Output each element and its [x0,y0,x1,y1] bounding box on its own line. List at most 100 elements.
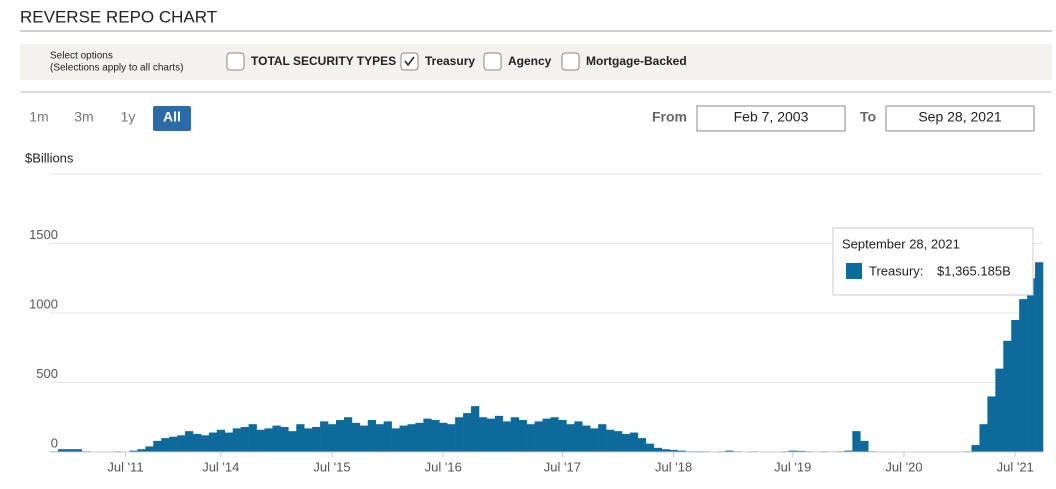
bar [343,417,353,452]
bar [510,417,519,452]
range-button[interactable]: 1y [121,109,136,125]
bar [383,421,392,452]
bar [328,424,337,452]
x-tick-label: Jul '19 [774,459,811,474]
bar [550,417,559,452]
bar [471,406,480,452]
x-tick-label: Jul '15 [313,459,350,474]
to-input[interactable] [885,105,1035,132]
options-bar [20,44,1052,80]
option-label[interactable]: Treasury [425,54,475,68]
tooltip-swatch [846,263,862,279]
range-button[interactable]: 1m [29,109,48,125]
bar [518,420,527,452]
x-tick-label: Jul '16 [425,459,462,474]
bar [192,433,202,452]
bar [391,428,400,452]
bar [852,431,861,452]
bar [606,429,615,452]
page-title: REVERSE REPO CHART [20,7,217,26]
bar [177,435,186,452]
bar [534,421,543,452]
bar [661,449,670,452]
y-tick-label: 1500 [29,227,58,242]
tooltip-series: Treasury: [869,263,923,278]
option-label[interactable]: Agency [508,54,552,68]
bar [844,450,853,452]
tooltip-date: September 28, 2021 [842,236,960,251]
bar [351,422,361,452]
bar [359,425,369,452]
option-label[interactable]: Mortgage-Backed [586,54,687,68]
bar [1035,262,1044,452]
bar [614,431,623,452]
x-tick-label: Jul '14 [202,459,239,474]
x-tick-label: Jul '20 [885,459,922,474]
bar [1027,278,1036,452]
bar [494,415,504,452]
bar [296,424,305,452]
bar [431,420,440,452]
tooltip: September 28, 2021 Treasury: $1,365.185B [832,227,1034,296]
options-note: (Selections apply to all charts) [50,63,183,74]
bar [526,424,535,452]
bar [264,428,273,452]
bar [637,438,647,452]
bar [669,449,678,452]
bar [1019,299,1028,452]
checkbox[interactable] [483,52,502,71]
from-label: From [652,109,687,125]
bar [566,424,575,452]
bar [574,421,583,452]
bar [645,443,655,452]
bar [208,432,218,452]
bar [335,420,345,452]
bar [320,421,329,452]
bar [423,418,432,452]
checkbox[interactable] [561,52,580,71]
range-button-bg[interactable] [153,106,191,131]
y-tick-label: 500 [36,366,58,381]
bar [232,428,241,452]
bar [200,435,210,452]
bar [987,396,996,452]
bar [304,428,313,452]
option-label[interactable]: TOTAL SECURITY TYPES [251,54,396,68]
y-tick-label: 0 [51,435,58,450]
bar [478,417,488,452]
bar [185,431,194,452]
checkbox[interactable] [400,52,419,71]
bar [57,449,67,452]
to-value: Sep 28, 2021 [918,109,1002,125]
from-input[interactable] [696,105,846,132]
y-tick-label: 1000 [29,296,58,311]
bar [677,450,686,452]
bar [240,426,249,452]
range-button[interactable]: 3m [74,109,93,125]
bar [447,424,456,452]
to-label: To [860,109,876,125]
range-button[interactable]: All [163,109,181,125]
bar [375,424,384,452]
bar [169,436,178,452]
bar [455,417,464,452]
x-tick-label: Jul '11 [107,459,143,474]
x-tick-label: Jul '17 [544,459,581,474]
bar [137,449,146,452]
bar [796,450,805,452]
bar [407,424,416,452]
bar [272,425,281,452]
bar [280,426,289,452]
bar [995,368,1004,452]
checkbox[interactable] [226,52,245,71]
bar [216,429,226,452]
bar [399,425,408,452]
bar [65,449,75,452]
bar [629,432,639,452]
bar [860,440,869,452]
bar [502,421,512,452]
bar [486,418,496,452]
bar [129,450,138,452]
bar [439,422,448,452]
bar [224,432,234,452]
